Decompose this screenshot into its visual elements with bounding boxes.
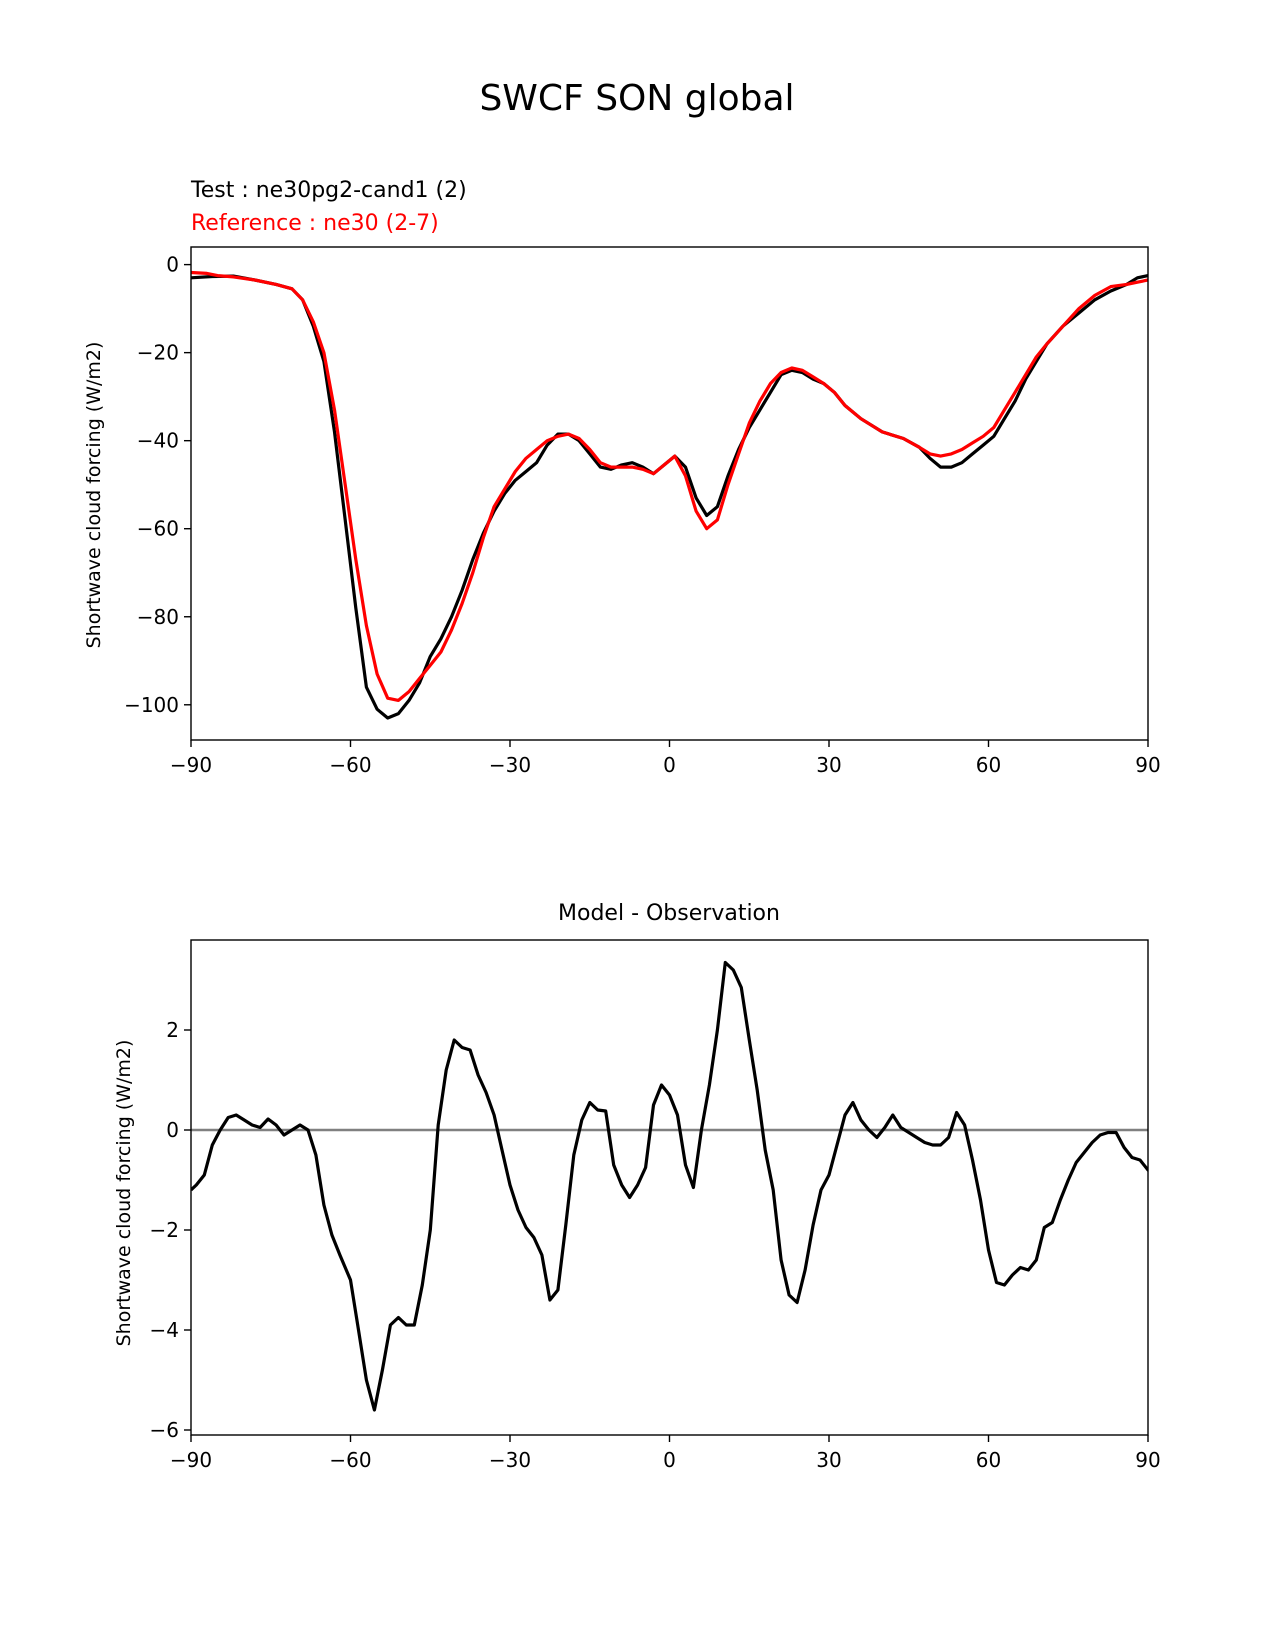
y-tick-label: −60: [137, 517, 179, 541]
y-tick-label: −80: [137, 605, 179, 629]
bottom-title: Model - Observation: [558, 901, 780, 926]
series-line-secondary: [191, 270, 1148, 702]
x-tick-label: 60: [976, 1448, 1001, 1472]
x-tick-label: 30: [816, 753, 841, 777]
x-tick-label: −90: [170, 1448, 212, 1472]
x-tick-label: 90: [1135, 753, 1160, 777]
axes-frame: [190, 246, 1149, 741]
x-tick-label: −90: [170, 753, 212, 777]
x-tick-label: −60: [329, 753, 371, 777]
y-tick-label: −100: [124, 693, 179, 717]
x-tick-label: 30: [816, 1448, 841, 1472]
top-y-axis-label: Shortwave cloud forcing (W/m2): [83, 342, 105, 649]
top-title-test: Test : ne30pg2-cand1 (2): [190, 178, 467, 203]
top-plot-area: −90 −60 −30 0 30 60 90 0 −20 −40 −60 −80 −100: [124, 246, 1161, 777]
bottom-plot-area: −90 −60 −30 0 30 60 90 2 0 −2 −4 −6: [150, 939, 1161, 1472]
y-tick-label: −4: [150, 1318, 179, 1342]
x-tick-label: −60: [329, 1448, 371, 1472]
y-tick-label: −2: [150, 1218, 179, 1242]
x-tick-label: 0: [663, 1448, 676, 1472]
series-line-primary: [191, 960, 1148, 1412]
y-tick-label: −40: [137, 429, 179, 453]
y-tick-label: 0: [166, 253, 179, 277]
bottom-y-axis-label: Shortwave cloud forcing (W/m2): [113, 1040, 135, 1347]
y-tick-label: −6: [150, 1418, 179, 1442]
series-line-primary: [191, 274, 1148, 720]
x-tick-label: 90: [1135, 1448, 1160, 1472]
x-tick-label: 0: [663, 753, 676, 777]
top-title-reference: Reference : ne30 (2-7): [191, 211, 439, 236]
x-tick-label: −30: [489, 753, 531, 777]
y-tick-label: 2: [166, 1018, 179, 1042]
bottom-panel: Model - Observation Shortwave cloud forc…: [113, 901, 1161, 1472]
x-tick-label: −30: [489, 1448, 531, 1472]
figure-title: SWCF SON global: [479, 78, 794, 119]
x-tick-label: 60: [976, 753, 1001, 777]
top-panel: Test : ne30pg2-cand1 (2) Reference : ne3…: [83, 178, 1161, 777]
axes-frame: [190, 939, 1149, 1436]
y-tick-label: 0: [166, 1118, 179, 1142]
y-tick-label: −20: [137, 341, 179, 365]
